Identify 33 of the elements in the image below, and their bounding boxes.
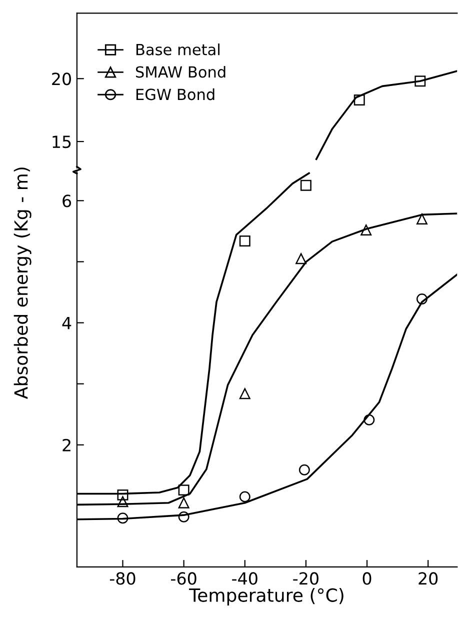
y-tick-label: 15 <box>52 136 71 148</box>
point <box>296 253 307 264</box>
y-tick-label: 4 <box>62 316 72 330</box>
point <box>364 414 375 426</box>
point <box>239 235 250 246</box>
x-tick-label: -20 <box>293 572 318 585</box>
x-tick-label: -40 <box>232 572 258 585</box>
y-tick-label: 20 <box>52 72 71 86</box>
point <box>117 489 128 500</box>
legend-label: EGW Bond <box>136 88 214 100</box>
point <box>300 180 312 191</box>
point <box>416 213 428 224</box>
point <box>239 388 250 400</box>
x-axis-title: Temperature (°C) <box>189 588 344 606</box>
y-tick-label: 2 <box>62 438 70 452</box>
point <box>117 496 128 508</box>
x-tick-label: -80 <box>110 572 136 585</box>
x-tick-label: -60 <box>171 572 196 585</box>
point <box>178 497 190 508</box>
point <box>178 511 190 522</box>
line-series <box>315 70 458 160</box>
point <box>239 491 250 502</box>
point <box>298 464 310 476</box>
x-tick-label: 20 <box>418 572 438 585</box>
point <box>117 512 128 524</box>
y-tick-label: 6 <box>62 194 72 208</box>
point <box>416 293 428 304</box>
legend-label: Base metal <box>136 44 220 56</box>
point <box>178 484 190 496</box>
x-tick-label: 0 <box>362 572 372 585</box>
point <box>360 224 372 236</box>
y-axis-title: Absorbed energy (Kg - m) <box>14 168 32 399</box>
legend-label: SMAW Bond <box>136 66 226 78</box>
